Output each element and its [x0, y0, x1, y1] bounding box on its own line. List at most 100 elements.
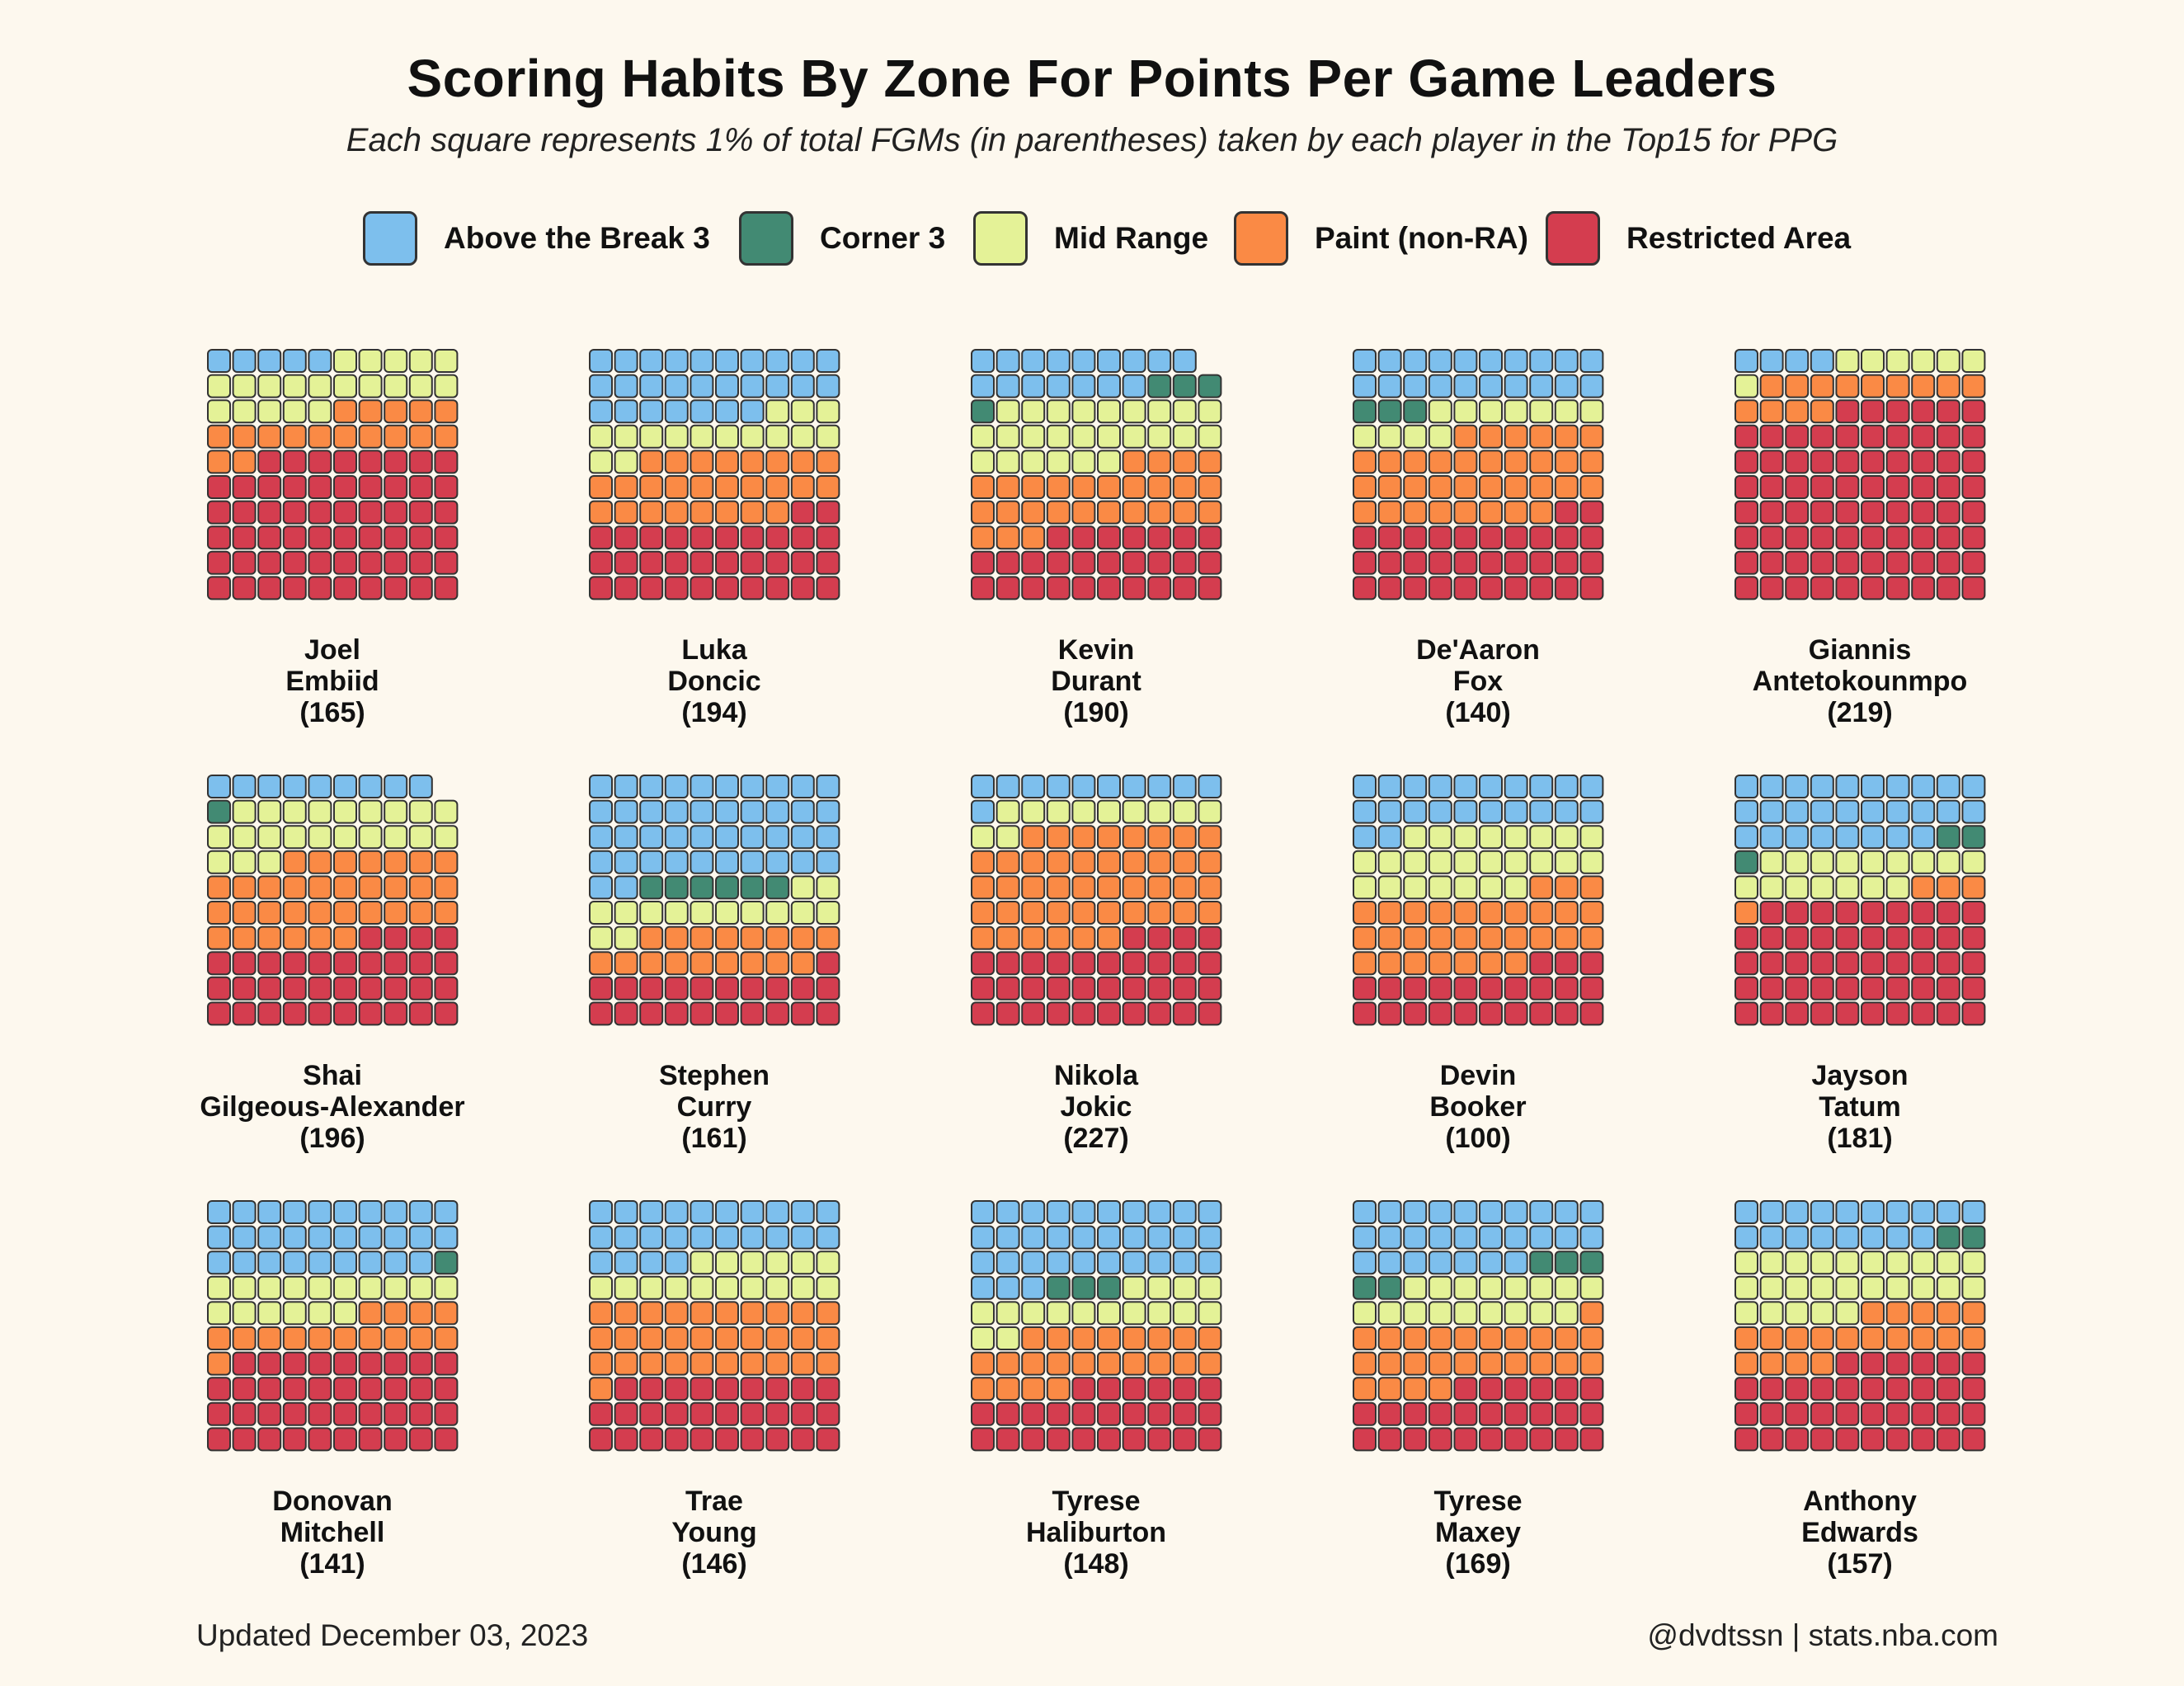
square-mid-range — [1198, 1301, 1222, 1326]
square-paint — [1172, 875, 1197, 900]
square-restricted-area — [1147, 1001, 1172, 1026]
square-paint — [1529, 925, 1554, 950]
square-mid-range — [1403, 850, 1428, 874]
square-paint — [1147, 1351, 1172, 1376]
square-mid-range — [1198, 424, 1222, 449]
square-mid-range — [790, 901, 815, 925]
square-restricted-area — [1810, 576, 1834, 600]
square-mid-range — [282, 825, 307, 850]
square-paint — [1428, 500, 1452, 525]
square-mid-range — [1122, 1275, 1146, 1300]
square-paint — [715, 1301, 739, 1326]
square-above-break-3 — [1810, 775, 1834, 798]
square-mid-range — [1172, 799, 1197, 824]
square-restricted-area — [1936, 976, 1960, 1001]
square-corner-3 — [765, 875, 790, 900]
square-mid-range — [1021, 1301, 1046, 1326]
square-paint — [971, 850, 995, 874]
legend-label-paint: Paint (non-RA) — [1315, 221, 1528, 255]
square-paint — [1403, 475, 1428, 499]
square-mid-range — [1529, 1301, 1554, 1326]
square-paint — [1046, 1377, 1071, 1401]
square-above-break-3 — [1911, 825, 1936, 850]
square-restricted-area — [207, 500, 231, 525]
square-restricted-area — [790, 1001, 815, 1026]
square-paint — [1885, 1301, 1910, 1326]
square-restricted-area — [384, 1377, 408, 1401]
square-restricted-area — [282, 1401, 307, 1426]
square-restricted-area — [1759, 976, 1784, 1001]
square-restricted-area — [790, 1401, 815, 1426]
square-restricted-area — [1759, 500, 1784, 525]
square-mid-range — [614, 1275, 638, 1300]
square-mid-range — [1785, 850, 1810, 874]
square-restricted-area — [1861, 475, 1885, 499]
square-above-break-3 — [614, 775, 638, 798]
square-above-break-3 — [740, 850, 765, 874]
square-restricted-area — [589, 550, 613, 575]
square-restricted-area — [1428, 576, 1452, 600]
square-paint — [358, 399, 383, 424]
square-mid-range — [816, 875, 840, 900]
square-paint — [1172, 901, 1197, 925]
square-restricted-area — [1529, 1427, 1554, 1452]
square-above-break-3 — [690, 850, 714, 874]
square-restricted-area — [232, 976, 257, 1001]
square-paint — [639, 1301, 664, 1326]
player-label: Shai Gilgeous-Alexander (196) — [159, 1060, 506, 1154]
square-paint — [614, 1351, 638, 1376]
square-restricted-area — [639, 1001, 664, 1026]
square-mid-range — [1122, 424, 1146, 449]
square-restricted-area — [1911, 1351, 1936, 1376]
square-mid-range — [207, 1301, 231, 1326]
legend-swatch-mid-range — [973, 211, 1028, 266]
square-above-break-3 — [765, 374, 790, 398]
square-above-break-3 — [740, 399, 765, 424]
square-above-break-3 — [664, 399, 689, 424]
square-paint — [308, 850, 332, 874]
square-paint — [434, 850, 459, 874]
square-paint — [1021, 825, 1046, 850]
square-above-break-3 — [1479, 1225, 1503, 1250]
square-restricted-area — [614, 1401, 638, 1426]
square-above-break-3 — [715, 775, 739, 798]
square-above-break-3 — [614, 850, 638, 874]
square-above-break-3 — [1021, 1275, 1046, 1300]
square-paint — [333, 424, 357, 449]
player-first: De'Aaron — [1416, 634, 1540, 666]
square-paint — [1453, 925, 1478, 950]
square-above-break-3 — [1504, 799, 1528, 824]
square-paint — [1579, 901, 1604, 925]
square-paint — [1097, 925, 1121, 950]
square-mid-range — [1759, 1301, 1784, 1326]
square-above-break-3 — [1377, 374, 1402, 398]
square-paint — [1021, 875, 1046, 900]
square-restricted-area — [765, 1401, 790, 1426]
square-mid-range — [1759, 1250, 1784, 1275]
square-restricted-area — [1097, 1001, 1121, 1026]
square-restricted-area — [1835, 450, 1860, 474]
square-above-break-3 — [1353, 775, 1377, 798]
square-restricted-area — [639, 550, 664, 575]
square-restricted-area — [1936, 450, 1960, 474]
square-paint — [1936, 875, 1960, 900]
square-restricted-area — [384, 1401, 408, 1426]
square-paint — [1198, 450, 1222, 474]
square-restricted-area — [333, 450, 357, 474]
square-restricted-area — [207, 1401, 231, 1426]
square-above-break-3 — [816, 775, 840, 798]
square-above-break-3 — [1504, 775, 1528, 798]
square-mid-range — [282, 1275, 307, 1300]
square-above-break-3 — [1911, 1200, 1936, 1224]
square-corner-3 — [1097, 1275, 1121, 1300]
square-restricted-area — [1071, 1401, 1096, 1426]
square-mid-range — [1147, 399, 1172, 424]
square-restricted-area — [1810, 901, 1834, 925]
square-above-break-3 — [1936, 775, 1960, 798]
square-mid-range — [408, 349, 433, 373]
square-paint — [257, 1326, 282, 1350]
square-above-break-3 — [996, 349, 1020, 373]
square-restricted-area — [1936, 1427, 1960, 1452]
square-above-break-3 — [1021, 775, 1046, 798]
square-restricted-area — [308, 1351, 332, 1376]
